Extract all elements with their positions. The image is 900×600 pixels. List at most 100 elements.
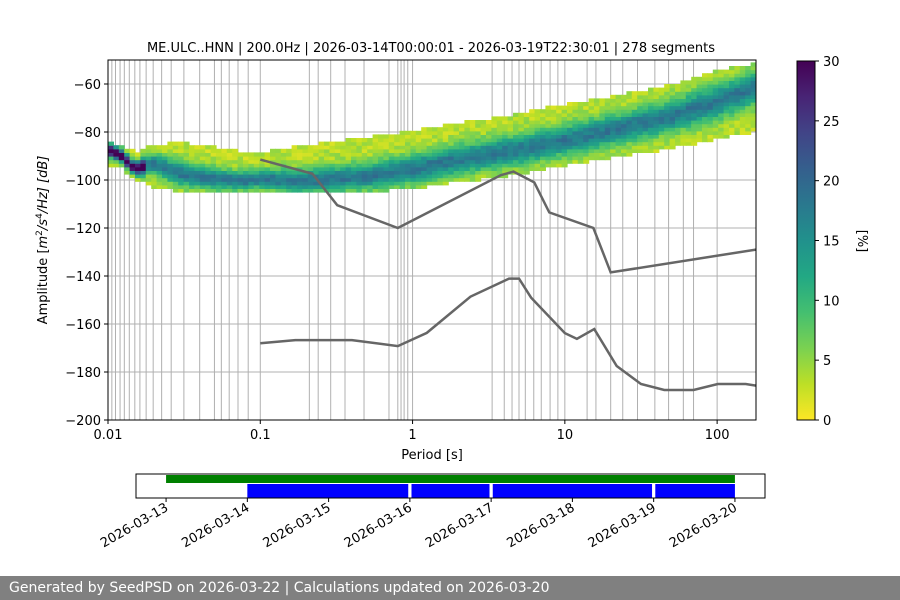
- heatmap-cell: [145, 159, 152, 164]
- heatmap-cell: [464, 148, 471, 153]
- used-segment-bar: [655, 484, 735, 498]
- heatmap-cell: [712, 80, 719, 85]
- heatmap-cell: [750, 87, 756, 92]
- heatmap-cell: [718, 87, 725, 92]
- heatmap-cell: [518, 159, 525, 164]
- heatmap-cell: [243, 163, 249, 168]
- heatmap-cell: [648, 87, 654, 92]
- heatmap-cell: [540, 120, 546, 125]
- heatmap-cell: [232, 188, 239, 193]
- heatmap-cell: [534, 156, 541, 161]
- heatmap-cell: [264, 174, 271, 179]
- heatmap-cell: [334, 156, 341, 161]
- heatmap-cell: [707, 123, 714, 128]
- heatmap-cell: [680, 112, 687, 117]
- heatmap-cell: [588, 98, 595, 103]
- heatmap-cell: [421, 138, 428, 143]
- heatmap-cell: [367, 152, 374, 157]
- heatmap-cell: [637, 105, 644, 110]
- heatmap-cell: [712, 112, 719, 117]
- heatmap-cell: [453, 127, 460, 132]
- high-noise-model-line: [259, 158, 756, 274]
- heatmap-cell: [415, 177, 422, 182]
- heatmap-cell: [669, 145, 676, 150]
- heatmap-cell: [502, 141, 509, 146]
- heatmap-cell: [615, 127, 622, 132]
- heatmap-cell: [545, 105, 552, 110]
- heatmap-cell: [361, 188, 368, 193]
- heatmap-cell: [691, 138, 698, 143]
- heatmap-cell: [637, 130, 644, 135]
- heatmap-cell: [334, 188, 341, 193]
- heatmap-cell: [567, 141, 573, 146]
- heatmap-cell: [529, 156, 536, 161]
- heatmap-cell: [707, 76, 714, 81]
- heatmap-cell: [361, 148, 368, 153]
- heatmap-cell: [631, 109, 638, 114]
- heatmap-cell: [507, 156, 514, 161]
- heatmap-cell: [356, 177, 363, 182]
- heatmap-cell: [345, 177, 352, 182]
- heatmap-cell: [189, 148, 195, 153]
- heatmap-cell: [491, 156, 498, 161]
- heatmap-cell: [405, 152, 411, 157]
- heatmap-cell: [610, 145, 617, 150]
- heatmap-cell: [189, 188, 195, 193]
- heatmap-cell: [621, 141, 627, 146]
- heatmap-cell: [696, 80, 703, 85]
- heatmap-cell: [723, 91, 730, 96]
- heatmap-cell: [707, 91, 714, 96]
- heatmap-cell: [178, 177, 185, 182]
- heatmap-cell: [151, 181, 158, 186]
- heatmap-cell: [307, 181, 314, 186]
- heatmap-cell: [388, 177, 395, 182]
- heatmap-cell: [496, 156, 503, 161]
- heatmap-cell: [232, 148, 239, 153]
- heatmap-cell: [729, 105, 735, 110]
- heatmap-cell: [415, 184, 422, 189]
- heatmap-cell: [421, 166, 428, 171]
- heatmap-cell: [621, 148, 627, 153]
- heatmap-cell: [599, 156, 606, 161]
- heatmap-cell: [523, 156, 530, 161]
- heatmap-cell: [588, 145, 595, 150]
- heatmap-cell: [475, 127, 482, 132]
- heatmap-cell: [556, 152, 563, 157]
- heatmap-cell: [324, 156, 330, 161]
- heatmap-cell: [648, 102, 654, 107]
- heatmap-cell: [745, 84, 752, 89]
- heatmap-cell: [394, 174, 401, 179]
- heatmap-cell: [480, 145, 487, 150]
- heatmap-cell: [124, 156, 131, 161]
- heatmap-cell: [437, 159, 444, 164]
- y-tick-label: −60: [74, 78, 101, 93]
- heatmap-cell: [734, 98, 741, 103]
- heatmap-cell: [426, 127, 433, 132]
- heatmap-cell: [615, 116, 622, 121]
- heatmap-cell: [334, 152, 341, 157]
- heatmap-cell: [648, 112, 654, 117]
- heatmap-cell: [361, 177, 368, 182]
- heatmap-cell: [151, 148, 158, 153]
- heatmap-cell: [405, 174, 411, 179]
- heatmap-cell: [216, 188, 222, 193]
- heatmap-cell: [729, 87, 735, 92]
- heatmap-cell: [361, 152, 368, 157]
- heatmap-cell: [329, 174, 336, 179]
- heatmap-cell: [561, 152, 568, 157]
- heatmap-cell: [275, 156, 282, 161]
- heatmap-cell: [567, 109, 573, 114]
- heatmap-cell: [383, 163, 390, 168]
- heatmap-cell: [248, 152, 255, 157]
- heatmap-cell: [702, 76, 708, 81]
- heatmap-cell: [572, 109, 579, 114]
- heatmap-cell: [513, 166, 519, 171]
- heatmap-cell: [631, 138, 638, 143]
- heatmap-cell: [680, 102, 687, 107]
- heatmap-cell: [145, 181, 152, 186]
- heatmap-cell: [307, 156, 314, 161]
- heatmap-cell: [453, 134, 460, 139]
- heatmap-cell: [702, 105, 708, 110]
- heatmap-cell: [372, 138, 379, 143]
- heatmap-cell: [702, 134, 708, 139]
